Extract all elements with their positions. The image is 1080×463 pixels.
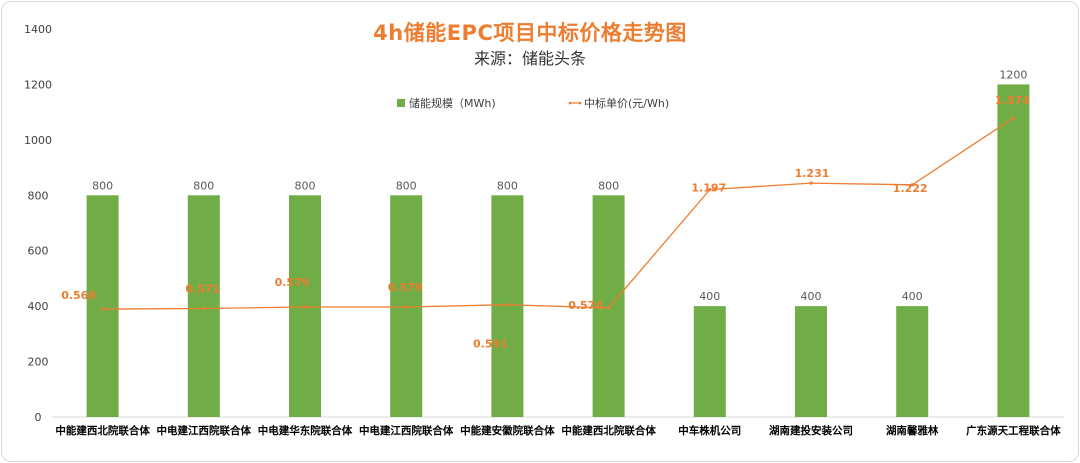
line-point — [404, 305, 408, 309]
legend-line-marker — [568, 101, 572, 105]
line-point — [708, 187, 712, 192]
line-point — [505, 303, 509, 307]
line-data-label: 0.571 — [185, 283, 220, 296]
y-tick-label: 800 — [28, 189, 49, 202]
line-point — [607, 306, 611, 310]
y-tick-label: 1400 — [24, 23, 52, 36]
y-axis: 0 200 400 600 800 1000 1200 1400 — [24, 23, 52, 424]
bar-data-label: 1200 — [999, 68, 1027, 81]
line-series: 0.568 0.571 0.579 0.579 0.591 0.574 1.197 1.231… — [61, 94, 1030, 351]
x-tick-label: 湖南建投安装公司 — [769, 424, 853, 437]
line-point — [910, 183, 914, 187]
x-tick-label: 广东源天工程联合体 — [966, 424, 1061, 437]
chart-title: 4h储能EPC项目中标价格走势图 — [373, 21, 687, 45]
x-tick-label: 中能建西北院联合体 — [55, 424, 150, 437]
bar — [896, 306, 929, 417]
line-data-label: 1.231 — [795, 167, 830, 180]
bar-data-label: 800 — [396, 179, 417, 192]
bar-data-label: 400 — [902, 290, 923, 303]
bar-data-label: 400 — [699, 290, 720, 303]
line-data-label: 0.591 — [473, 338, 508, 351]
bar-data-label: 400 — [801, 290, 822, 303]
y-tick-label: 400 — [28, 300, 49, 313]
bar-data-label: 800 — [193, 179, 214, 192]
bar-data-label: 800 — [295, 179, 316, 192]
legend: 储能规模（MWh) 中标单价(元/Wh) — [397, 96, 669, 110]
line-point — [101, 307, 105, 311]
bar-series: 800 800 800 800 800 800 400 400 400 1200 — [86, 68, 1030, 417]
line-data-label: 0.579 — [388, 281, 423, 294]
x-axis: 中能建西北院联合体 中电建江西院联合体 中电建华东院联合体 中电建江西院联合体 中能建安… — [55, 424, 1061, 437]
line-point — [202, 306, 206, 311]
line-data-label: 0.568 — [61, 289, 96, 302]
x-tick-label: 中电建华东院联合体 — [258, 424, 353, 437]
x-tick-label: 中车株机公司 — [678, 424, 741, 437]
y-tick-label: 0 — [35, 411, 42, 424]
legend-bar-label: 储能规模（MWh) — [409, 96, 496, 110]
bar-data-label: 800 — [497, 179, 518, 192]
line-data-label: 0.574 — [568, 299, 603, 312]
bar — [997, 84, 1030, 417]
line-point — [1011, 116, 1016, 120]
x-tick-label: 中电建江西院联合体 — [359, 424, 454, 437]
chart-subtitle: 来源：储能头条 — [473, 49, 586, 68]
y-tick-label: 200 — [28, 356, 49, 369]
bar — [795, 306, 827, 417]
legend-bar-swatch — [397, 99, 405, 107]
line-point — [303, 305, 307, 309]
bar — [187, 195, 220, 417]
price-line — [102, 117, 1014, 310]
x-tick-label: 中能建安徽院联合体 — [460, 424, 555, 437]
legend-line-marker — [578, 101, 582, 105]
bar — [592, 195, 625, 417]
y-tick-label: 600 — [28, 245, 49, 258]
line-data-label: 1.197 — [691, 182, 726, 195]
bar — [693, 306, 726, 417]
bar — [86, 195, 119, 417]
bar-data-label: 800 — [598, 179, 619, 192]
line-data-label: 0.579 — [275, 276, 310, 289]
x-tick-label: 中能建西北院联合体 — [561, 424, 656, 437]
line-data-label: 1.574 — [995, 94, 1030, 107]
y-tick-label: 1000 — [24, 134, 52, 147]
y-tick-label: 1200 — [24, 78, 52, 91]
line-point — [809, 181, 813, 185]
x-tick-label: 中电建江西院联合体 — [157, 424, 252, 437]
legend-line-label: 中标单价(元/Wh) — [584, 96, 669, 110]
bar-data-label: 800 — [92, 179, 113, 192]
line-data-label: 1.222 — [893, 182, 928, 195]
x-tick-label: 湖南馨雅林 — [886, 424, 939, 437]
